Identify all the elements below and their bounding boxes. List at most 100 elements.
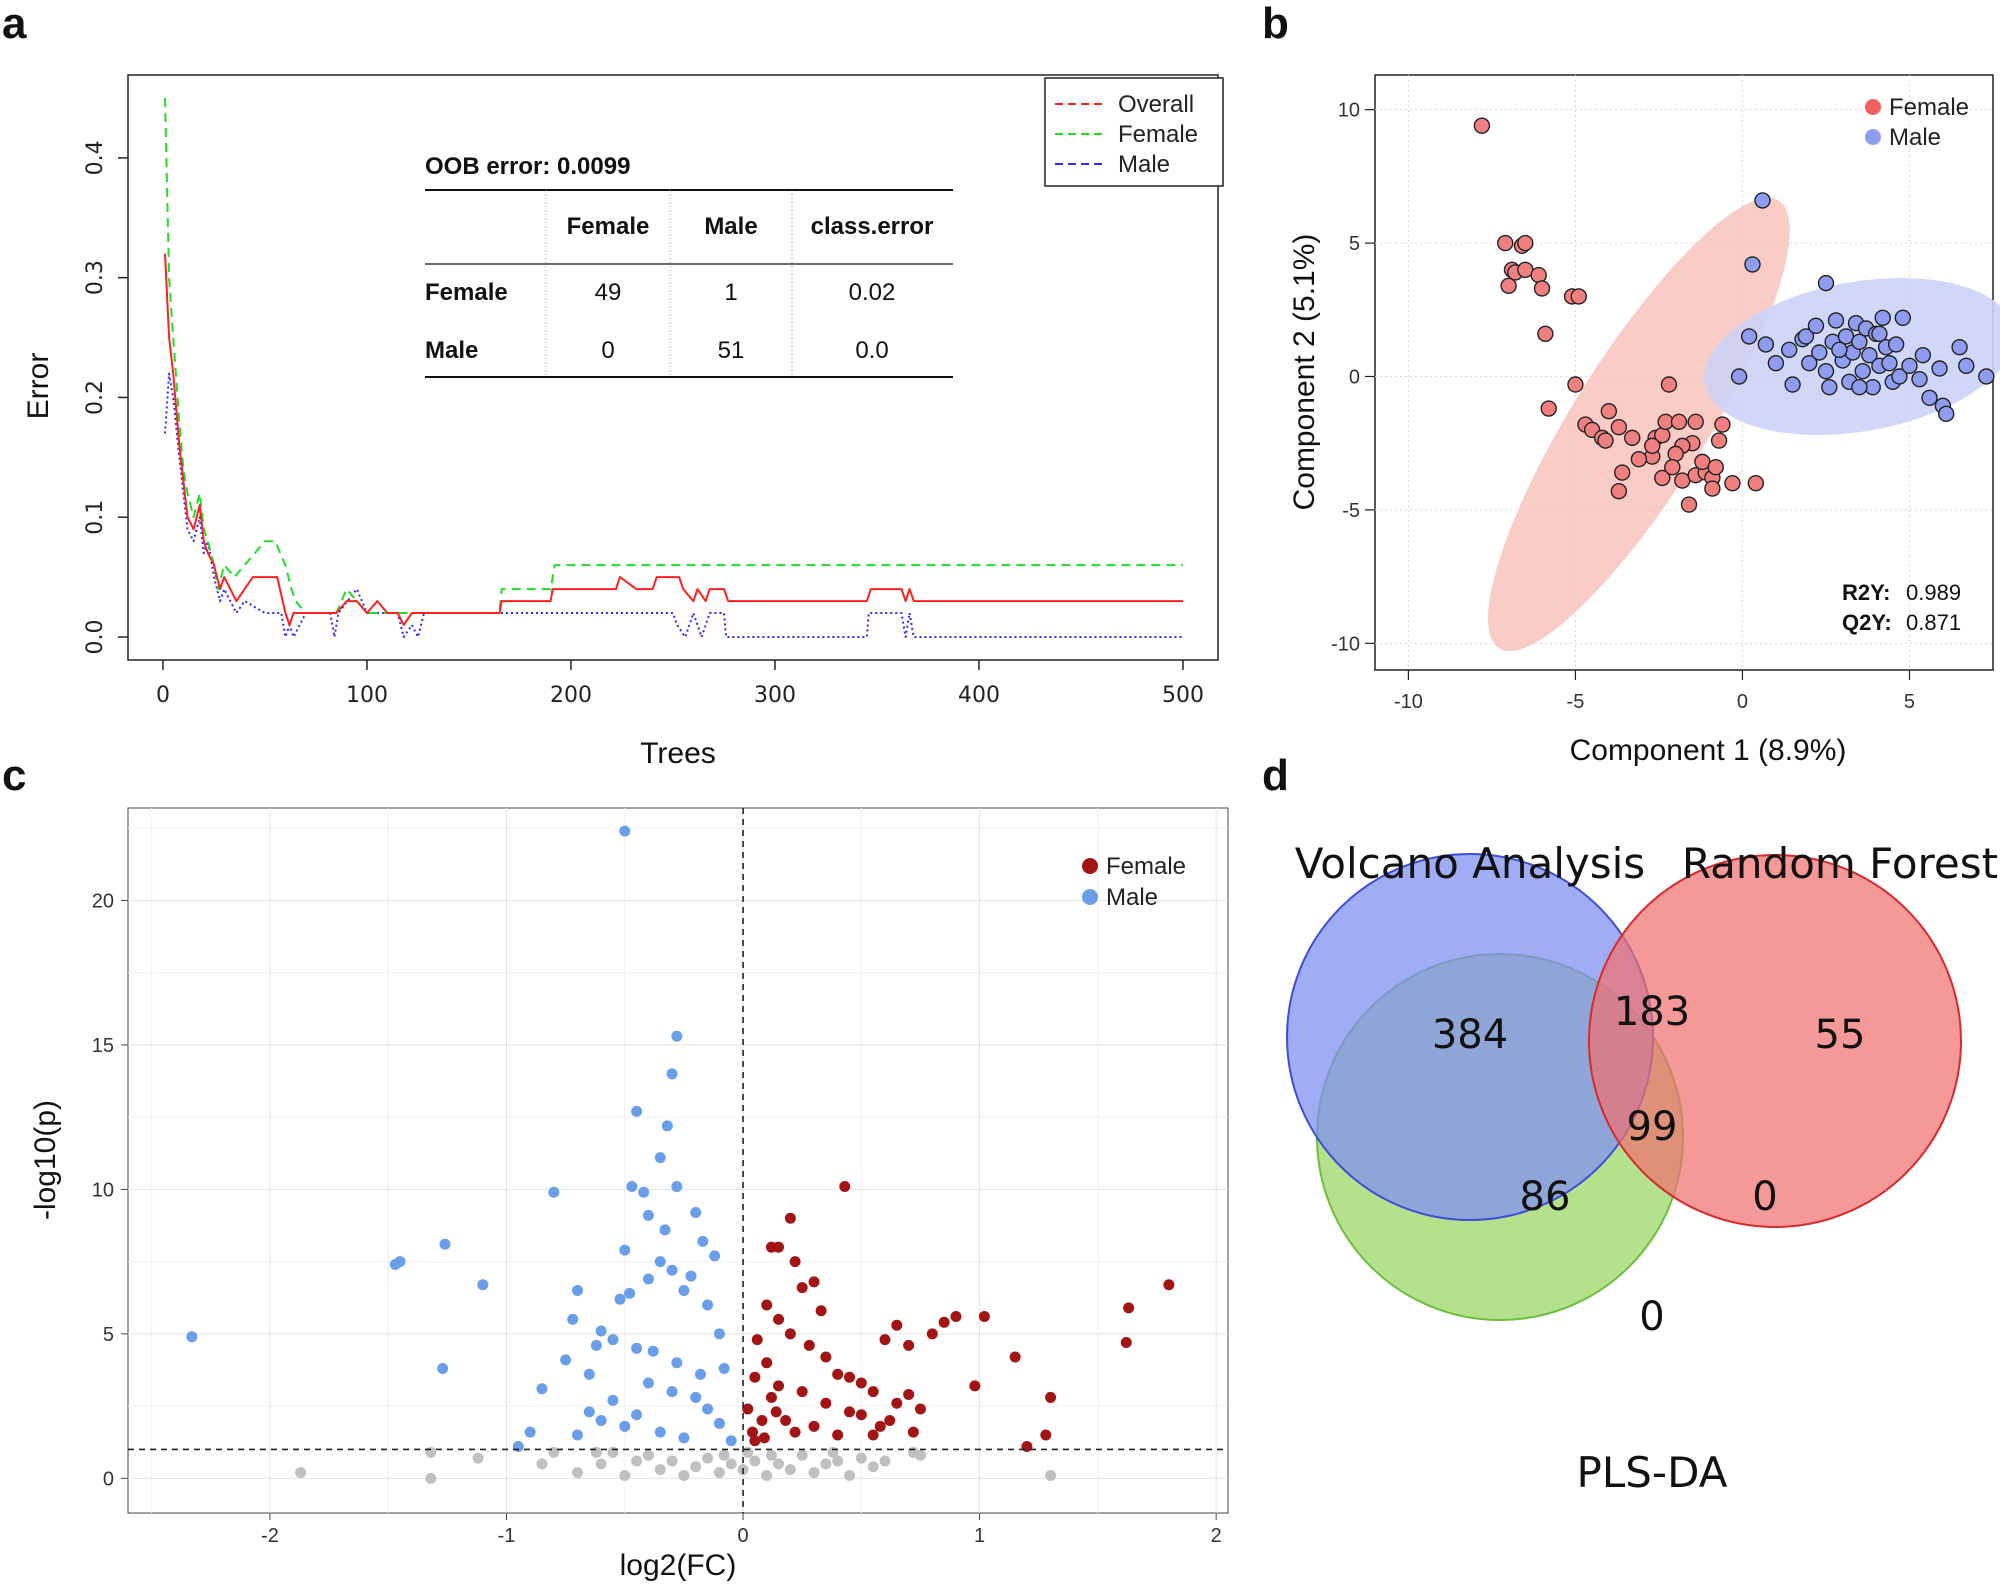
venn-count-rf-only: 55 bbox=[1815, 1012, 1866, 1058]
point-female bbox=[1123, 1302, 1135, 1314]
point-male bbox=[560, 1354, 572, 1366]
point-ns bbox=[666, 1455, 678, 1467]
point-male bbox=[654, 1152, 666, 1164]
point-male bbox=[595, 1415, 607, 1427]
point-ns bbox=[607, 1446, 619, 1458]
point-female bbox=[749, 1435, 761, 1447]
point-male bbox=[678, 1432, 690, 1444]
y-tick-label: 0.1 bbox=[83, 500, 108, 535]
y-axis-c: 0 5 10 15 20 bbox=[92, 890, 128, 1490]
point-male bbox=[1921, 389, 1938, 407]
point-ns bbox=[713, 1467, 725, 1479]
point-female bbox=[1667, 445, 1684, 463]
point-female bbox=[815, 1305, 827, 1317]
point-male bbox=[690, 1207, 702, 1219]
point-female bbox=[1704, 480, 1721, 497]
point-male bbox=[1958, 357, 1975, 375]
point-male bbox=[626, 1181, 638, 1193]
point-female bbox=[950, 1311, 962, 1323]
r2y-value: 0.989 bbox=[1906, 580, 1961, 605]
point-male bbox=[725, 1435, 737, 1447]
table-cell: 0.0 bbox=[855, 337, 888, 364]
point-male bbox=[671, 1030, 683, 1042]
point-female bbox=[1654, 469, 1671, 487]
point-female bbox=[1570, 288, 1587, 305]
grid-c bbox=[128, 808, 1228, 1513]
point-male bbox=[607, 1334, 619, 1346]
x-tick-label: 0 bbox=[156, 683, 170, 708]
q2y-value: 0.871 bbox=[1906, 610, 1961, 635]
point-female bbox=[969, 1380, 981, 1392]
point-male bbox=[1871, 325, 1888, 343]
point-female bbox=[808, 1420, 820, 1432]
point-male bbox=[654, 1426, 666, 1438]
point-female bbox=[938, 1316, 950, 1328]
point-male bbox=[1914, 346, 1932, 364]
point-female bbox=[1610, 483, 1628, 500]
point-ns bbox=[765, 1449, 777, 1461]
point-male bbox=[1730, 368, 1748, 385]
point-female bbox=[789, 1256, 801, 1268]
legend-label-male: Male bbox=[1889, 124, 1941, 151]
x-tick-label: 0 bbox=[737, 1525, 748, 1547]
panel-c-volcano: c -2 -1 0 1 2 0 5 10 15 20 log2(FC) -log10(p) Fe… bbox=[2, 751, 1229, 1582]
y-tick-label: 15 bbox=[92, 1035, 114, 1057]
point-male bbox=[685, 1270, 697, 1282]
x-axis-label-b: Component 1 (8.9%) bbox=[1570, 734, 1847, 767]
point-female bbox=[903, 1339, 915, 1351]
y-tick-label: -5 bbox=[1342, 500, 1360, 522]
point-ns bbox=[571, 1467, 583, 1479]
point-male bbox=[1740, 328, 1758, 345]
point-male bbox=[619, 1244, 631, 1256]
point-ns bbox=[295, 1467, 307, 1479]
point-female bbox=[796, 1386, 808, 1398]
x-axis-label-c: log2(FC) bbox=[620, 1549, 737, 1582]
venn-title-volcano: Volcano Analysis bbox=[1295, 839, 1645, 888]
table-cell: 0.02 bbox=[849, 279, 896, 306]
y-tick-label: 0 bbox=[103, 1468, 114, 1490]
x-tick-label: 2 bbox=[1211, 1525, 1222, 1547]
oob-error-title: OOB error: 0.0099 bbox=[425, 153, 630, 180]
table-cell: 51 bbox=[718, 337, 745, 364]
point-female bbox=[839, 1181, 851, 1193]
x-tick-label: 5 bbox=[1904, 691, 1915, 713]
point-male bbox=[1821, 378, 1838, 396]
point-female bbox=[867, 1429, 879, 1441]
volcano-points bbox=[186, 825, 1175, 1484]
point-ns bbox=[844, 1469, 856, 1481]
point-female bbox=[891, 1319, 903, 1331]
point-ns bbox=[725, 1458, 737, 1470]
y-tick-label: 10 bbox=[92, 1179, 114, 1201]
point-male bbox=[595, 1325, 607, 1337]
y-tick-label: 0 bbox=[1349, 367, 1360, 389]
point-female bbox=[844, 1371, 856, 1383]
point-male bbox=[1754, 192, 1771, 209]
legend-b: Female Male bbox=[1865, 94, 1969, 151]
venn-count-volcano-only: 384 bbox=[1432, 1012, 1508, 1058]
panel-label-a: a bbox=[2, 0, 27, 48]
r2y-label: R2Y: bbox=[1842, 580, 1891, 605]
plot-frame-c bbox=[127, 807, 1229, 1514]
point-ns bbox=[678, 1469, 690, 1481]
point-male bbox=[1911, 370, 1928, 388]
point-ns bbox=[642, 1449, 654, 1461]
y-tick-label: 5 bbox=[103, 1324, 114, 1346]
x-tick-label: 300 bbox=[754, 683, 796, 708]
point-ns bbox=[425, 1446, 437, 1458]
point-female bbox=[874, 1420, 886, 1432]
point-male bbox=[1797, 328, 1815, 345]
legend-marker-female bbox=[1865, 99, 1881, 115]
venn-count-volcano-rf: 183 bbox=[1614, 989, 1690, 1035]
point-male bbox=[690, 1391, 702, 1403]
point-female bbox=[820, 1351, 832, 1363]
legend-label-male: Male bbox=[1106, 884, 1158, 911]
legend-marker-male bbox=[1082, 889, 1098, 905]
point-male bbox=[631, 1105, 643, 1117]
x-tick-label: -5 bbox=[1567, 691, 1585, 713]
point-male bbox=[1744, 256, 1761, 273]
y-tick-label: 10 bbox=[1338, 100, 1360, 122]
ellipse-female bbox=[1488, 197, 1790, 652]
point-male bbox=[619, 825, 631, 837]
point-female bbox=[844, 1406, 856, 1418]
table-header-male: Male bbox=[704, 213, 757, 240]
